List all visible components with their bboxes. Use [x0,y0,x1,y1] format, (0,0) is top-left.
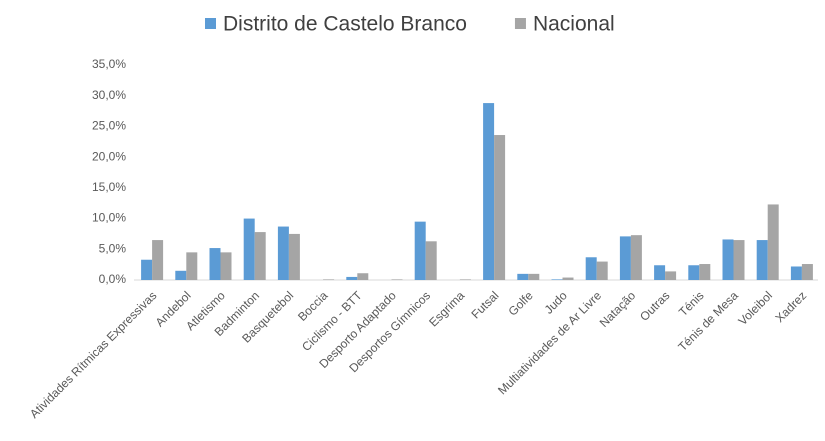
bar [357,273,369,280]
y-tick-label: 15,0% [92,180,126,194]
bar [756,240,768,280]
bar [665,271,677,280]
bar [619,236,631,280]
bar [801,264,813,280]
bar [551,279,563,280]
legend-swatch [514,18,526,29]
bar [209,248,221,280]
bar [175,270,187,280]
bar [699,264,711,280]
bar [391,279,403,280]
x-tick-label: Golfe [505,288,535,318]
x-tick-label: Futsal [468,288,501,321]
bar [654,265,666,280]
bar [141,259,153,280]
bar [790,266,802,280]
x-tick-label: Atividades Rítmicas Expressivas [27,288,160,421]
x-tick-label: Outras [637,288,672,323]
x-tick-label: Ténis de Mesa [675,288,741,354]
x-tick-label: Natação [597,288,639,330]
y-tick-label: 20,0% [92,149,126,163]
bar [459,279,471,280]
y-tick-label: 10,0% [92,211,126,225]
y-tick-label: 0,0% [99,272,127,286]
x-tick-label: Ténis [676,288,707,319]
bar [483,103,495,280]
y-tick-label: 5,0% [99,241,127,255]
bar [152,240,164,280]
bar [186,252,198,280]
bar [494,135,506,280]
bar [630,235,642,280]
bar [254,232,266,280]
y-tick-label: 30,0% [92,88,126,102]
bar [243,218,255,280]
bar [528,273,540,280]
bar [517,273,529,280]
bar [688,265,700,280]
bar [346,276,358,280]
bar [288,233,300,280]
bar [425,241,437,280]
bar [220,252,232,280]
bar [562,277,574,280]
bar [585,257,597,280]
y-tick-label: 25,0% [92,119,126,133]
bar [733,240,745,280]
bar [414,221,426,280]
legend-label: Nacional [533,13,615,36]
x-tick-label: Voleibol [735,288,775,328]
legend-label: Distrito de Castelo Branco [223,13,467,36]
y-tick-label: 35,0% [92,57,126,71]
bar [596,261,608,280]
bar [277,226,289,280]
bar [722,239,734,280]
x-tick-label: Esgrima [426,288,467,329]
bar [323,279,335,280]
bar [767,204,779,280]
x-tick-label: Judo [542,288,571,317]
x-tick-label: Xadrez [772,288,809,325]
legend-swatch [205,18,216,29]
